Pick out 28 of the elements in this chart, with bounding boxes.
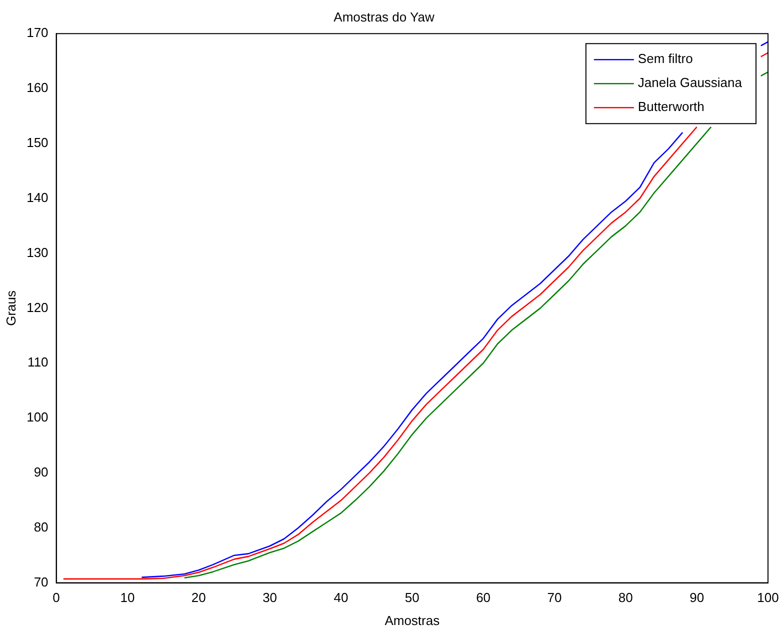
legend-label: Butterworth [638, 99, 704, 114]
chart-title: Amostras do Yaw [334, 9, 435, 24]
x-tick-label: 30 [262, 590, 278, 606]
x-tick-label: 10 [120, 590, 135, 606]
y-tick-label: 170 [26, 25, 48, 40]
y-tick-label: 100 [26, 410, 48, 425]
y-tick-label: 120 [26, 300, 48, 315]
y-tick-label: 130 [26, 244, 48, 260]
legend-label: Janela Gaussiana [638, 75, 743, 90]
y-tick-label: 160 [26, 80, 48, 96]
x-tick-label: 90 [690, 590, 704, 606]
y-axis-title: Graus [3, 290, 18, 326]
y-tick-label: 110 [28, 354, 48, 370]
x-tick-label: 40 [334, 590, 348, 606]
x-tick-label: 20 [191, 590, 206, 606]
y-tick-label: 80 [34, 519, 48, 534]
x-tick-label: 70 [547, 590, 562, 606]
legend-label: Sem filtro [638, 51, 693, 66]
x-tick-label: 80 [618, 590, 633, 606]
x-tick-label: 60 [476, 590, 491, 606]
x-axis-title: Amostras [384, 612, 440, 628]
x-tick-label: 0 [52, 590, 60, 606]
x-tick-label: 100 [757, 590, 779, 606]
y-tick-label: 140 [26, 190, 48, 205]
y-tick-label: 150 [26, 135, 48, 150]
x-tick-label: 50 [404, 590, 420, 606]
y-tick-label: 90 [34, 464, 48, 480]
y-tick-label: 70 [34, 574, 48, 590]
